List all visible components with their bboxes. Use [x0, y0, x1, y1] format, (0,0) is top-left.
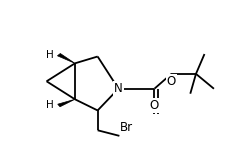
Text: O: O	[167, 75, 176, 88]
Polygon shape	[57, 53, 75, 63]
Polygon shape	[58, 99, 75, 107]
Text: H: H	[46, 100, 54, 110]
Text: O: O	[150, 99, 159, 112]
Text: N: N	[114, 82, 123, 95]
Text: H: H	[46, 50, 54, 60]
Text: Br: Br	[120, 121, 133, 134]
